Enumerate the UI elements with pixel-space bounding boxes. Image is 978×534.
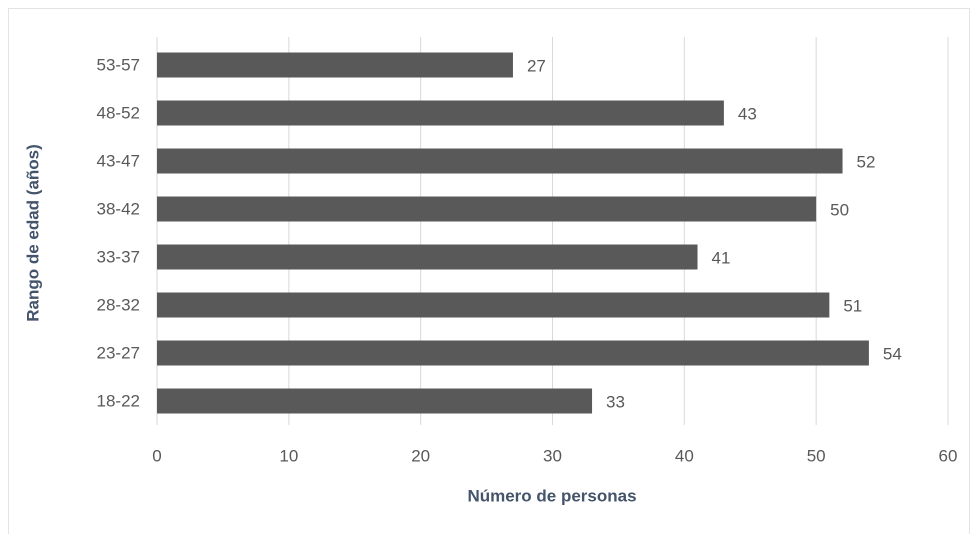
data-label: 51 [843, 296, 862, 315]
x-tick-label: 10 [279, 446, 298, 465]
data-label: 33 [606, 392, 625, 411]
chart-frame [8, 8, 970, 534]
y-tick-label: 18-22 [97, 391, 140, 410]
y-tick-label: 33-37 [97, 247, 140, 266]
y-tick-label: 28-32 [97, 295, 140, 314]
bar [157, 340, 869, 366]
x-tick-label: 40 [675, 446, 694, 465]
bar [157, 292, 830, 318]
bar [157, 148, 843, 174]
y-tick-label: 53-57 [97, 55, 140, 74]
y-axis-label: Rango de edad (años) [23, 144, 42, 322]
x-axis-label: Número de personas [467, 486, 636, 505]
x-tick-label: 50 [807, 446, 826, 465]
x-tick-label: 20 [411, 446, 430, 465]
y-tick-label: 48-52 [97, 103, 140, 122]
bar [157, 196, 817, 222]
data-label: 43 [738, 104, 757, 123]
bar [157, 100, 724, 126]
y-tick-label: 23-27 [97, 343, 140, 362]
bar [157, 52, 513, 78]
x-tick-label: 0 [152, 446, 161, 465]
x-tick-label: 30 [543, 446, 562, 465]
y-tick-label: 43-47 [97, 151, 140, 170]
data-label: 52 [857, 152, 876, 171]
data-label: 54 [883, 344, 902, 363]
bar [157, 244, 698, 270]
data-label: 50 [830, 200, 849, 219]
y-tick-label: 38-42 [97, 199, 140, 218]
data-label: 27 [527, 56, 546, 75]
x-tick-label: 60 [939, 446, 958, 465]
data-label: 41 [712, 248, 731, 267]
bar [157, 388, 593, 414]
